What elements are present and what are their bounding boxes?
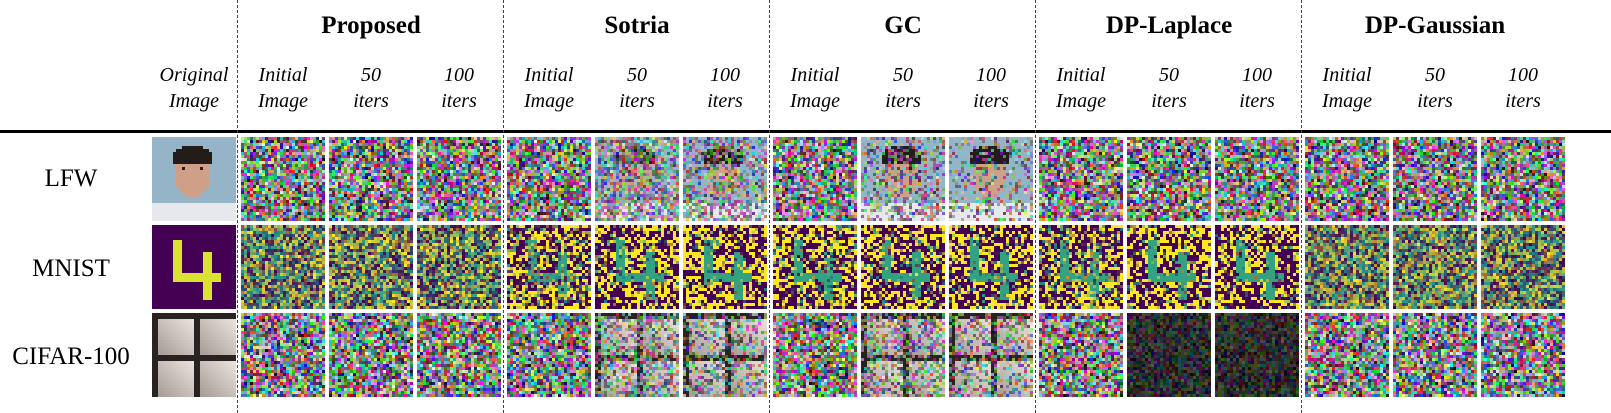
- separator-gc: [1035, 0, 1036, 413]
- reconstruction-cifar-100-dp-gaussian-100-iters: [1481, 313, 1565, 397]
- reconstruction-cifar-100-proposed-50-iters: [329, 313, 413, 397]
- reconstruction-mnist-proposed-50-iters: [329, 225, 413, 309]
- column-header-initial: Initial Image: [1322, 64, 1372, 112]
- method-title-proposed: Proposed: [321, 12, 421, 39]
- reconstruction-lfw-dp-gaussian-100-iters: [1481, 137, 1565, 221]
- separator-dp-laplace: [1301, 0, 1302, 413]
- column-header-initial: Initial Image: [790, 64, 840, 112]
- reconstruction-cifar-100-dp-laplace-50-iters: [1127, 313, 1211, 397]
- reconstruction-lfw-dp-laplace-100-iters: [1215, 137, 1299, 221]
- method-title-dp-laplace: DP-Laplace: [1105, 12, 1233, 39]
- reconstruction-lfw-sotria-50-iters: [595, 137, 679, 221]
- reconstruction-mnist-sotria-initial: [507, 225, 591, 309]
- reconstruction-lfw-gc-100-iters: [949, 137, 1033, 221]
- reconstruction-lfw-proposed-initial: [241, 137, 325, 221]
- reconstruction-mnist-gc-100-iters: [949, 225, 1033, 309]
- reconstruction-cifar-100-dp-gaussian-initial: [1305, 313, 1389, 397]
- row-label-lfw: LFW: [44, 165, 98, 192]
- reconstruction-cifar-100-sotria-50-iters: [595, 313, 679, 397]
- row-label-cifar: CIFAR-100: [12, 343, 130, 370]
- reconstruction-mnist-proposed-100-iters: [417, 225, 501, 309]
- method-title-gc: GC: [884, 12, 922, 39]
- reconstruction-mnist-sotria-100-iters: [683, 225, 767, 309]
- column-header-initial: Initial Image: [258, 64, 308, 112]
- method-title-sotria: Sotria: [604, 12, 670, 39]
- reconstruction-lfw-gc-50-iters: [861, 137, 945, 221]
- reconstruction-lfw-proposed-100-iters: [417, 137, 501, 221]
- reconstruction-lfw-dp-laplace-50-iters: [1127, 137, 1211, 221]
- column-header-100-iters: 100 iters: [1505, 64, 1541, 112]
- reconstruction-lfw-dp-laplace-initial: [1039, 137, 1123, 221]
- reconstruction-mnist-sotria-50-iters: [595, 225, 679, 309]
- reconstruction-lfw-proposed-50-iters: [329, 137, 413, 221]
- reconstruction-mnist-dp-gaussian-100-iters: [1481, 225, 1565, 309]
- column-header-100-iters: 100 iters: [707, 64, 743, 112]
- header-rule: [0, 130, 1611, 133]
- column-header-100-iters: 100 iters: [441, 64, 477, 112]
- reconstruction-lfw-sotria-initial: [507, 137, 591, 221]
- original-image-cifar-100: [152, 313, 236, 397]
- reconstruction-mnist-proposed-initial: [241, 225, 325, 309]
- reconstruction-cifar-100-gc-initial: [773, 313, 857, 397]
- column-header-50-iters: 50 iters: [1151, 64, 1187, 112]
- reconstruction-lfw-sotria-100-iters: [683, 137, 767, 221]
- reconstruction-lfw-dp-gaussian-50-iters: [1393, 137, 1477, 221]
- reconstruction-cifar-100-proposed-initial: [241, 313, 325, 397]
- reconstruction-cifar-100-sotria-100-iters: [683, 313, 767, 397]
- row-label-mnist: MNIST: [32, 255, 110, 282]
- reconstruction-lfw-gc-initial: [773, 137, 857, 221]
- column-header-original: Original Image: [159, 64, 229, 112]
- column-header-initial: Initial Image: [524, 64, 574, 112]
- column-header-50-iters: 50 iters: [885, 64, 921, 112]
- reconstruction-mnist-dp-gaussian-initial: [1305, 225, 1389, 309]
- reconstruction-cifar-100-dp-laplace-initial: [1039, 313, 1123, 397]
- reconstruction-mnist-dp-laplace-initial: [1039, 225, 1123, 309]
- reconstruction-mnist-dp-gaussian-50-iters: [1393, 225, 1477, 309]
- reconstruction-cifar-100-gc-50-iters: [861, 313, 945, 397]
- reconstruction-lfw-dp-gaussian-initial: [1305, 137, 1389, 221]
- original-image-lfw: [152, 137, 236, 221]
- column-header-initial: Initial Image: [1056, 64, 1106, 112]
- reconstruction-cifar-100-dp-laplace-100-iters: [1215, 313, 1299, 397]
- reconstruction-mnist-gc-initial: [773, 225, 857, 309]
- reconstruction-cifar-100-gc-100-iters: [949, 313, 1033, 397]
- column-header-50-iters: 50 iters: [353, 64, 389, 112]
- separator-sotria: [769, 0, 770, 413]
- column-header-50-iters: 50 iters: [1417, 64, 1453, 112]
- separator-original: [237, 0, 238, 413]
- reconstruction-mnist-gc-50-iters: [861, 225, 945, 309]
- reconstruction-cifar-100-proposed-100-iters: [417, 313, 501, 397]
- reconstruction-mnist-dp-laplace-50-iters: [1127, 225, 1211, 309]
- original-image-mnist: [152, 225, 236, 309]
- reconstruction-cifar-100-sotria-initial: [507, 313, 591, 397]
- column-header-100-iters: 100 iters: [1239, 64, 1275, 112]
- method-title-dp-gaussian: DP-Gaussian: [1364, 12, 1506, 39]
- reconstruction-mnist-dp-laplace-100-iters: [1215, 225, 1299, 309]
- column-header-100-iters: 100 iters: [973, 64, 1009, 112]
- reconstruction-cifar-100-dp-gaussian-50-iters: [1393, 313, 1477, 397]
- column-header-50-iters: 50 iters: [619, 64, 655, 112]
- separator-proposed: [503, 0, 504, 413]
